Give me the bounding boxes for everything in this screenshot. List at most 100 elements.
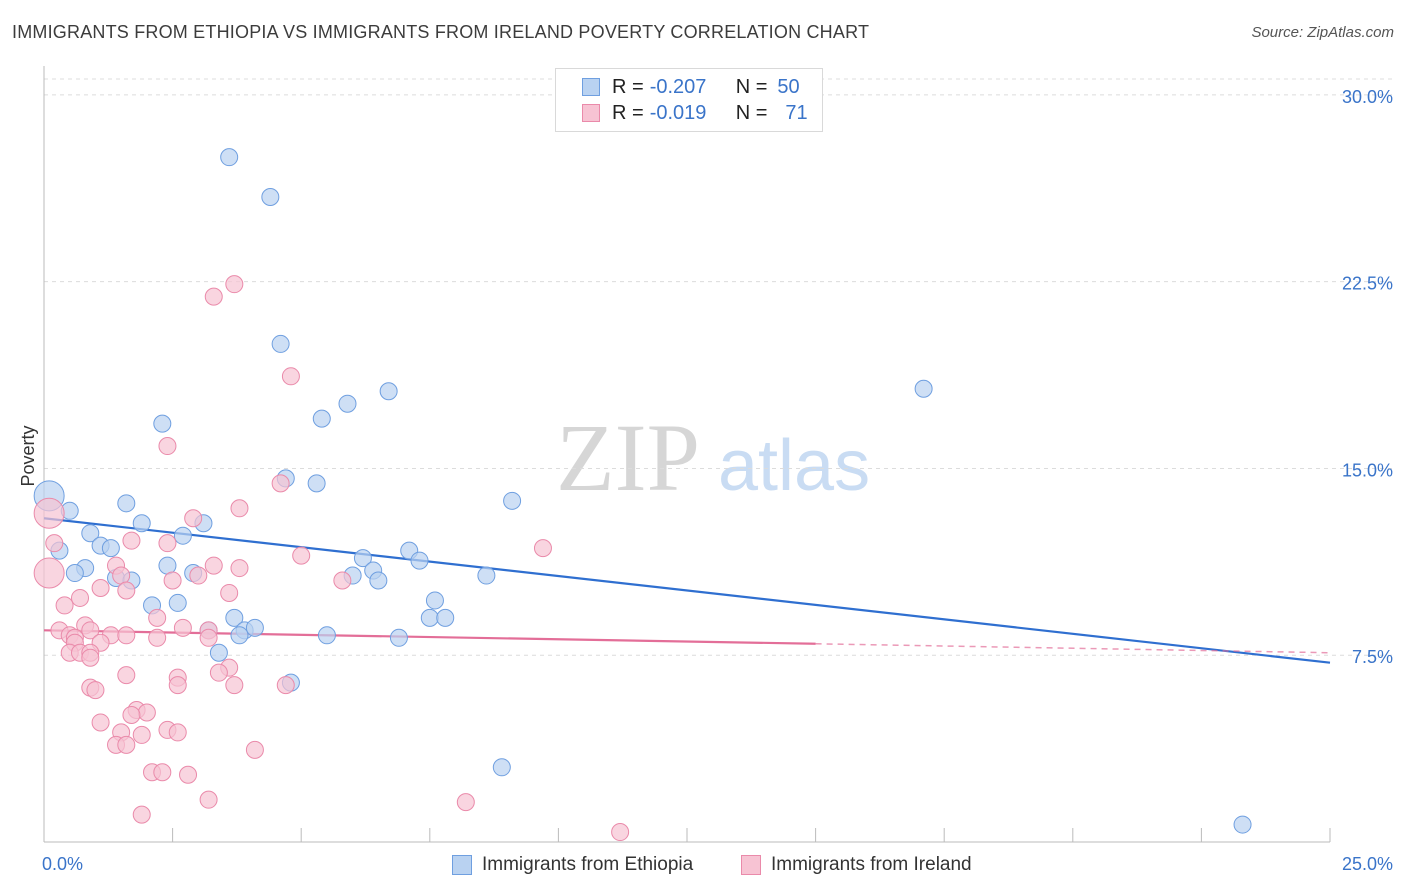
ireland-point [158, 437, 177, 456]
legend-item-ireland[interactable]: Immigrants from Ireland [741, 852, 972, 878]
ireland-swatch [582, 104, 600, 122]
ethiopia-point [389, 628, 408, 647]
ireland-point [117, 581, 136, 600]
ireland-point [199, 790, 218, 809]
ethiopia-point [173, 526, 192, 545]
ireland-point [168, 676, 187, 695]
ireland-point [91, 713, 110, 732]
ethiopia-point [503, 491, 522, 510]
ireland-point [204, 556, 223, 575]
ethiopia-point [168, 593, 187, 612]
ethiopia-point [338, 394, 357, 413]
ireland-point [611, 823, 630, 842]
ireland-point [204, 287, 223, 306]
ethiopia-legend-swatch [452, 855, 472, 875]
n-value: 50 [777, 75, 800, 98]
ireland-point [209, 663, 228, 682]
ireland-point [117, 666, 136, 685]
ethiopia-point [158, 556, 177, 575]
ireland-point [184, 509, 203, 528]
y-axis-title: Poverty [18, 425, 38, 486]
ireland-point [168, 723, 187, 742]
ireland-point [91, 578, 110, 597]
ireland-point [117, 626, 136, 645]
ireland-point [71, 588, 90, 607]
ireland-trend-line-extension [815, 643, 1331, 654]
legend-item-ethiopia[interactable]: Immigrants from Ethiopia [452, 852, 693, 878]
ireland-point [225, 676, 244, 695]
ethiopia-point [245, 618, 264, 637]
ethiopia-swatch [582, 78, 600, 96]
ethiopia-point [230, 626, 249, 645]
ethiopia-point [410, 551, 429, 570]
r-value: -0.019 [649, 101, 707, 124]
x-tick-label: 25.0% [1342, 854, 1393, 874]
stats-row-ireland: R = -0.019 N = 71 [582, 100, 808, 126]
ireland-legend-swatch [741, 855, 761, 875]
ethiopia-point [261, 188, 280, 207]
ethiopia-point [81, 524, 100, 543]
ireland-point [163, 571, 182, 590]
ethiopia-point [369, 571, 388, 590]
source-label: Source: ZipAtlas.com [1251, 24, 1394, 41]
ireland-point [132, 725, 151, 744]
ireland-point [45, 534, 64, 553]
ireland-point [225, 275, 244, 294]
ethiopia-point [436, 608, 455, 627]
ireland-point [158, 534, 177, 553]
ireland-point [55, 596, 74, 615]
ethiopia-point [379, 382, 398, 401]
ireland-point [122, 531, 141, 550]
ireland-point [81, 621, 100, 640]
x-tick-label: 0.0% [42, 854, 83, 874]
ireland-point [245, 740, 264, 759]
stats-row-ethiopia: R = -0.207 N = 50 [582, 74, 800, 100]
r-label: R = [612, 101, 644, 124]
ireland-point [153, 763, 172, 782]
y-tick-label: 30.0% [1342, 87, 1393, 107]
ethiopia-point [271, 334, 290, 353]
ireland-point [148, 628, 167, 647]
ireland-point [122, 705, 141, 724]
y-tick-label: 22.5% [1342, 274, 1393, 294]
ireland-point [81, 648, 100, 667]
ireland-point [33, 497, 65, 529]
ireland-point [220, 583, 239, 602]
ethiopia-trend-line [43, 517, 1331, 664]
ireland-point [173, 618, 192, 637]
ethiopia-point [153, 414, 172, 433]
ethiopia-point [117, 494, 136, 513]
ireland-point [148, 608, 167, 627]
ethiopia-point [492, 758, 511, 777]
ireland-point [86, 681, 105, 700]
ireland-point [230, 559, 249, 578]
ethiopia-point [132, 514, 151, 533]
chart-title: IMMIGRANTS FROM ETHIOPIA VS IMMIGRANTS F… [12, 22, 870, 42]
n-value: 71 [785, 101, 808, 124]
y-tick-label: 15.0% [1342, 460, 1393, 480]
ethiopia-point [65, 564, 84, 583]
ireland-point [179, 765, 198, 784]
ethiopia-point [914, 379, 933, 398]
ethiopia-point [220, 148, 239, 167]
ethiopia-point [1233, 815, 1252, 834]
ireland-point [112, 566, 131, 585]
ireland-point [271, 474, 290, 493]
n-label: N = [735, 75, 768, 98]
ireland-point [117, 735, 136, 754]
n-label: N = [735, 101, 768, 124]
watermark-atlas: atlas [718, 426, 870, 506]
ireland-point [132, 805, 151, 824]
ireland-point [230, 499, 249, 518]
ireland-point [292, 546, 311, 565]
ethiopia-point [307, 474, 326, 493]
r-value: -0.207 [649, 75, 707, 98]
ireland-point [533, 539, 552, 558]
ireland-point [333, 571, 352, 590]
ireland-point [276, 676, 295, 695]
stats-box: R = -0.207 N = 50 R = -0.019 N = 71 [555, 68, 823, 132]
ireland-trend-line [43, 629, 816, 645]
legend-label: Immigrants from Ethiopia [482, 854, 694, 875]
ethiopia-point [420, 608, 439, 627]
